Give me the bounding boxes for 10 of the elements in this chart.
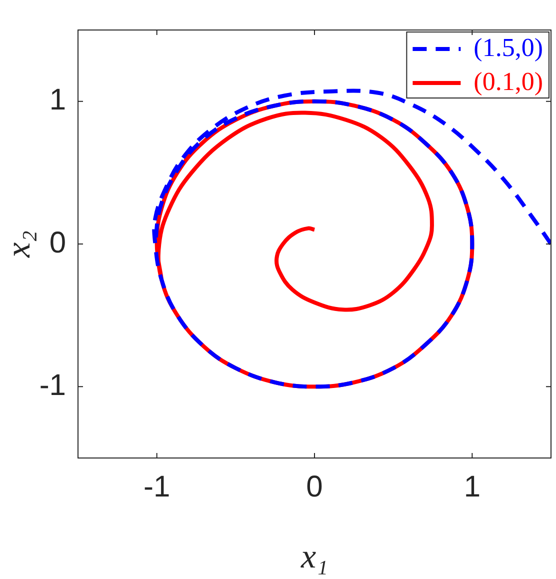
y-tick-label: 1 [49, 84, 66, 117]
x-axis-title: x₁ [300, 538, 328, 576]
legend-label: (0.1,0) [474, 66, 544, 96]
y-axis-title: x₂ [0, 230, 38, 258]
y-tick-label: -1 [39, 368, 66, 402]
x-tick-label: 0 [306, 470, 323, 504]
text: (1.5,0) [474, 32, 544, 62]
x-tick-label: 1 [464, 470, 481, 504]
x-tick-label: -1 [143, 470, 170, 504]
y-tick-label: 0 [49, 226, 66, 260]
